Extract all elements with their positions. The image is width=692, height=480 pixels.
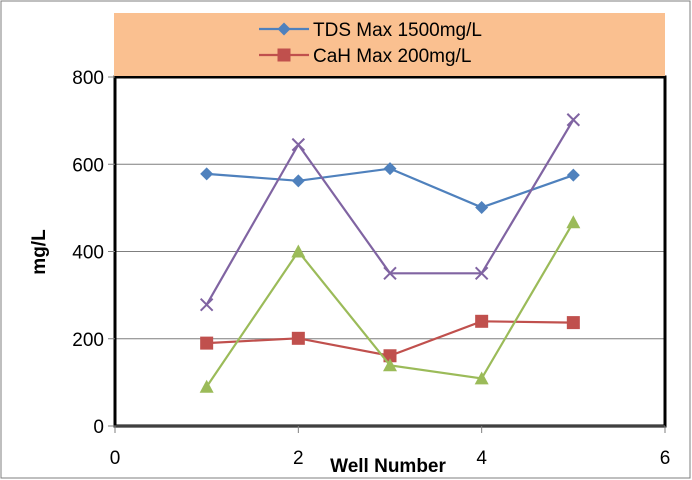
legend-label-0: TDS Max 1500mg/L xyxy=(313,20,482,41)
data-point-0-3 xyxy=(475,200,489,214)
y-tick-label-600: 600 xyxy=(72,155,104,176)
x-tick-label-4: 4 xyxy=(476,448,487,469)
data-point-0-0 xyxy=(200,167,214,181)
data-point-0-1 xyxy=(291,174,305,188)
data-point-1-0 xyxy=(200,336,214,350)
data-point-2-1 xyxy=(291,244,306,258)
legend-entry-1: CaH Max 200mg/L xyxy=(259,46,471,67)
y-axis-title: mg/L xyxy=(29,229,50,275)
y-tick-label-0: 0 xyxy=(93,417,104,438)
data-point-1-2 xyxy=(383,349,397,363)
data-point-0-4 xyxy=(566,168,580,182)
data-point-3-2 xyxy=(383,266,397,281)
data-point-0-2 xyxy=(383,162,397,176)
data-point-2-0 xyxy=(199,379,214,393)
data-point-2-4 xyxy=(566,215,581,229)
x-tick-label-0: 0 xyxy=(110,448,121,469)
y-tick-label-200: 200 xyxy=(72,330,104,351)
x-tick-label-2: 2 xyxy=(293,448,304,469)
data-point-3-3 xyxy=(474,266,489,281)
legend-marker-0 xyxy=(277,22,291,36)
y-tick-label-400: 400 xyxy=(72,243,104,264)
x-axis: 0 2 4 6 xyxy=(110,425,671,469)
data-point-3-1 xyxy=(291,137,306,152)
legend: TDS Max 1500mg/L CaH Max 200mg/L xyxy=(114,13,665,76)
series-2 xyxy=(199,215,581,393)
data-point-3-0 xyxy=(199,298,214,312)
data-point-2-3 xyxy=(474,371,489,385)
series-layer xyxy=(199,113,581,393)
data-point-1-4 xyxy=(566,316,580,330)
data-point-1-1 xyxy=(291,331,305,345)
y-axis: 0 200 400 600 800 xyxy=(72,68,115,438)
data-point-1-3 xyxy=(475,314,489,328)
x-tick-label-6: 6 xyxy=(660,448,671,469)
legend-label-1: CaH Max 200mg/L xyxy=(313,46,471,67)
legend-box xyxy=(114,13,665,76)
series-0 xyxy=(200,162,580,214)
series-1 xyxy=(200,314,580,363)
x-axis-title: Well Number xyxy=(330,456,446,477)
legend-entry-0: TDS Max 1500mg/L xyxy=(259,20,482,41)
data-point-2-2 xyxy=(383,358,397,372)
legend-marker-1 xyxy=(277,48,291,62)
y-tick-label-800: 800 xyxy=(72,68,104,89)
series-3 xyxy=(199,113,581,312)
data-point-3-4 xyxy=(566,113,581,127)
